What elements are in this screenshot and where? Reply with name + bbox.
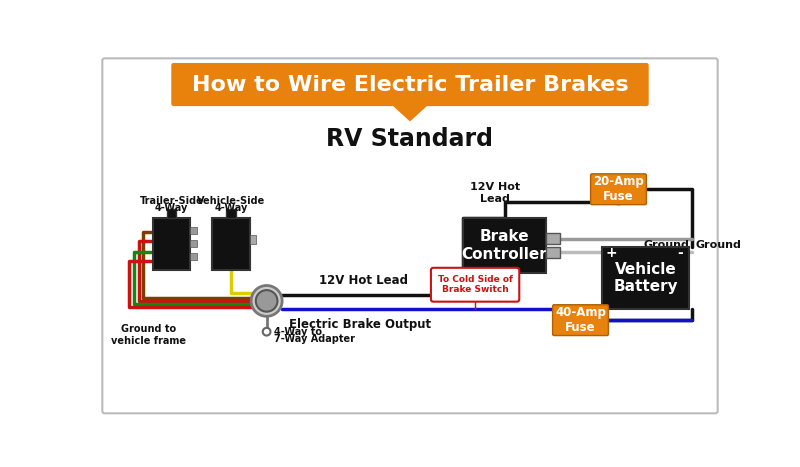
FancyBboxPatch shape <box>166 208 176 218</box>
Text: 40-Amp
Fuse: 40-Amp Fuse <box>555 306 606 334</box>
Text: 4-Way to: 4-Way to <box>274 327 322 337</box>
Circle shape <box>262 328 270 336</box>
Text: Brake
Controller: Brake Controller <box>462 229 547 262</box>
FancyBboxPatch shape <box>462 218 546 273</box>
FancyBboxPatch shape <box>250 235 256 244</box>
Text: -: - <box>677 246 682 260</box>
FancyBboxPatch shape <box>102 58 718 413</box>
Text: Ground: Ground <box>695 241 741 250</box>
FancyBboxPatch shape <box>190 227 197 234</box>
FancyBboxPatch shape <box>590 174 646 205</box>
Text: 4-Way: 4-Way <box>214 203 248 213</box>
Text: Ground: Ground <box>643 241 689 250</box>
Text: 20-Amp
Fuse: 20-Amp Fuse <box>593 175 644 203</box>
Text: RV Standard: RV Standard <box>326 127 494 151</box>
FancyBboxPatch shape <box>431 268 519 302</box>
FancyBboxPatch shape <box>153 218 190 270</box>
Text: Electric Brake Output: Electric Brake Output <box>289 318 430 331</box>
Circle shape <box>256 290 278 311</box>
Text: +: + <box>606 246 618 260</box>
FancyBboxPatch shape <box>171 63 649 106</box>
Text: Trailer-Side: Trailer-Side <box>139 196 203 206</box>
FancyBboxPatch shape <box>226 208 236 218</box>
Text: Vehicle-Side: Vehicle-Side <box>197 196 265 206</box>
FancyBboxPatch shape <box>546 233 560 244</box>
Text: How to Wire Electric Trailer Brakes: How to Wire Electric Trailer Brakes <box>192 75 628 95</box>
FancyBboxPatch shape <box>553 305 609 336</box>
Text: Vehicle
Battery: Vehicle Battery <box>614 262 678 294</box>
Text: 12V Hot Lead: 12V Hot Lead <box>319 274 408 287</box>
FancyBboxPatch shape <box>190 253 197 260</box>
Circle shape <box>251 285 282 316</box>
Text: 12V Hot
Lead: 12V Hot Lead <box>470 182 520 204</box>
FancyBboxPatch shape <box>546 247 560 258</box>
Text: 4-Way: 4-Way <box>154 203 188 213</box>
FancyBboxPatch shape <box>212 218 250 270</box>
Polygon shape <box>390 104 430 121</box>
Text: 7-Way Adapter: 7-Way Adapter <box>274 334 355 344</box>
Text: To Cold Side of
Brake Switch: To Cold Side of Brake Switch <box>438 275 513 294</box>
FancyBboxPatch shape <box>602 247 689 309</box>
FancyBboxPatch shape <box>190 240 197 247</box>
Text: Ground to
vehicle frame: Ground to vehicle frame <box>111 324 186 346</box>
